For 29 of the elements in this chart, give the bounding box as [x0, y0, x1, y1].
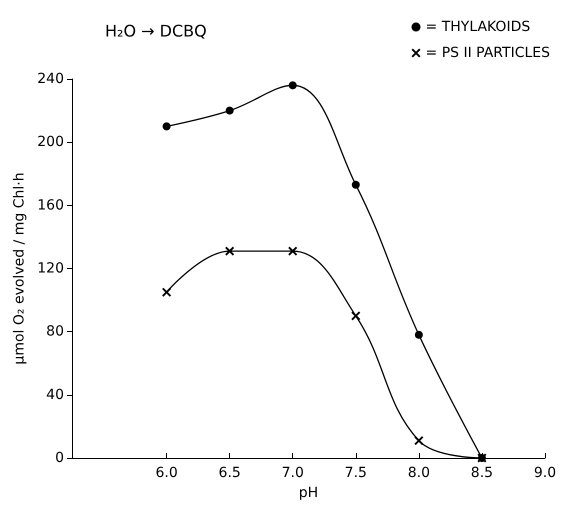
chart-title: H₂O → DCBQ	[105, 22, 207, 40]
x-tick-label: 8.5	[470, 465, 494, 481]
point	[162, 122, 171, 130]
x-tick-label: 7.5	[344, 465, 367, 481]
legend-label: = THYLAKOIDS	[426, 19, 530, 35]
legend-label: = PS II PARTICLES	[426, 45, 550, 61]
y-tick-label: 0	[55, 450, 64, 466]
point	[414, 436, 424, 446]
x-tick-label: 6.5	[218, 465, 241, 481]
point	[351, 311, 360, 320]
y-tick-label: 240	[37, 71, 64, 87]
y-tick-label: 80	[46, 324, 64, 340]
point	[288, 81, 297, 90]
point	[162, 288, 172, 297]
x-tick-label: 9.0	[534, 465, 556, 481]
point	[414, 330, 423, 339]
y-tick-label: 200	[37, 134, 64, 150]
y-tick-label: 40	[46, 386, 64, 403]
x-tick-label: 7.0	[282, 465, 304, 481]
x-tick-label: 8.0	[408, 465, 430, 481]
y-axis-title: μmol O₂ evolved / mg Chl·h	[11, 172, 28, 365]
x-tick-label: 6.0	[155, 465, 178, 481]
y-tick-label: 120	[37, 260, 64, 276]
point	[225, 246, 234, 256]
point	[352, 180, 360, 189]
y-tick-label: 160	[37, 197, 64, 214]
point	[288, 246, 298, 256]
point	[226, 106, 234, 115]
x-axis-title: pH	[298, 485, 318, 501]
